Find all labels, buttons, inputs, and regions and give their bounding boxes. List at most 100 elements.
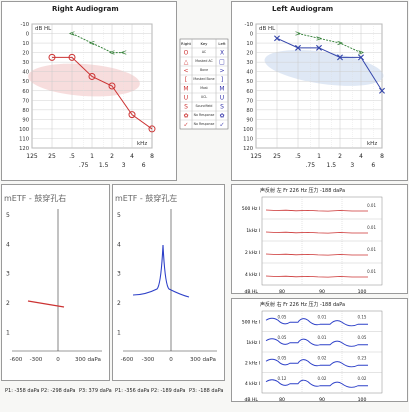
air-marker-x [358,54,364,61]
legend-key-label: UCL [201,95,208,99]
legend-right-symbol: [ [185,77,187,84]
air-marker-o [48,53,56,61]
reflex-value: 0.05 [358,335,367,340]
tympanometry-status-bar: P1: -358 daPa P2: -298 daPa P3: 379 daPa… [1,384,229,410]
reflex-x-axis-label: dB HL [244,397,258,401]
x-tick-label: -300 [30,357,43,363]
legend-left-symbol: M [219,86,224,93]
air-marker-o [148,125,156,133]
x-tick-label: 0 [169,357,173,363]
reflex-trace [265,338,368,347]
y-tick-label: 1 [117,329,121,336]
tympanogram-left-panel: mETF - 鼓穿孔左 5 4 3 2 1 -600 -300 0 300 daPa [112,184,225,381]
y-tick-label: 80 [22,108,29,114]
symbol-legend: Right Key Left O AC X △ Masked AC □ < Bone > [Masked… [179,38,229,130]
y-tick-label: 4 [6,241,10,248]
tympanogram-left-title: mETF - 鼓穿孔左 [115,194,178,203]
x-tick-label: 1 [317,153,321,160]
y-tick-label: 60 [22,89,29,95]
reflex-value: 0.05 [278,355,287,360]
bone-marker: > [337,39,344,48]
reflex-row-label: 500 Hz I [242,206,260,212]
y-tick-label: 3 [117,271,121,278]
reflex-trace [265,379,368,388]
legend-key-label: No Response [194,113,215,117]
reflex-value: 0.01 [367,225,376,230]
air-marker-o [108,82,116,90]
x-tick-label: 4 [130,153,134,160]
legend-key-label: Masked AC [195,59,213,63]
status-p2-right: P2: -298 daPa [41,388,76,394]
legend-header-left: Left [218,41,226,46]
legend-left-symbol: ✿ [219,113,224,120]
reflex-x-tick: 80 [279,289,285,293]
legend-left-symbol: U [220,95,224,102]
y-tick-label: -10 [21,22,29,28]
reflex-value: 0.15 [358,314,367,319]
y-tick-label: 10 [22,41,29,47]
reflex-value: 0.02 [318,355,327,360]
reflex-trace [265,358,368,368]
x-half-tick-label: .75 [306,162,316,169]
reflex-value: 0.02 [358,376,367,381]
symbol-legend-panel: Right Key Left O AC X △ Masked AC □ < Bone > [Masked… [178,1,230,181]
bone-conduction-line [71,33,124,54]
x-tick-label: 125 [26,153,38,160]
reflex-a-chart: 500 Hz I 0.01 1kHz I 0.01 2 kHz I 0.01 4 kHz I… [242,196,383,293]
db-hl-unit: dB HL [259,26,276,32]
reflex-x-axis-label: dB HL [244,289,258,293]
y-tick-label: 40 [22,70,29,76]
legend-right-symbol: △ [184,59,189,66]
y-tick-label: 90 [22,117,29,123]
legend-right-symbol: ✿ [183,113,188,120]
acoustic-reflex-panel-b: 声反射 右 Fr 226 Hz 压力 -188 daPa 500 Hz I 0.0… [231,298,408,402]
reflex-value: 0.05 [278,335,287,340]
left-audiogram-title: Left Audiogram [272,5,334,13]
db-hl-unit: dB HL [35,26,52,32]
bone-marker: > [295,29,302,38]
y-tick-label: 80 [246,108,253,114]
reflex-value: 0.05 [278,314,287,319]
tympanogram-left-chart: 5 4 3 2 1 -600 -300 0 300 daPa [117,209,217,363]
reflex-x-tick: 100 [358,397,367,401]
x-tick-label: 300 daPa [75,357,101,363]
air-marker-o [88,72,96,80]
y-tick-label: 60 [246,89,253,95]
y-tick-label: 10 [246,41,253,47]
y-tick-label: 5 [117,212,121,219]
y-tick-label: 100 [243,127,253,133]
acoustic-reflex-panel-a: 声反射 左 Fr 226 Hz 压力 -188 daPa 500 Hz I 0.0… [231,184,408,294]
reflex-trace [265,231,368,234]
y-tick-label: 110 [19,136,29,142]
bone-marker: < [69,29,76,38]
air-marker-o [68,53,76,61]
x-tick-label: 4 [359,153,363,160]
x-half-tick-label: .75 [79,162,89,169]
reflex-x-tick: 90 [319,397,325,401]
reflex-trace [265,253,368,256]
x-tick-label: 0 [56,357,60,363]
x-tick-label: -600 [121,357,134,363]
legend-header-right: Right [181,41,192,46]
x-tick-label: -600 [10,357,23,363]
legend-left-symbol: ✓ [219,122,224,129]
reflex-row-label: 4 kHz I [245,381,260,387]
y-tick-label: 4 [117,241,121,248]
y-tick-label: 120 [243,146,253,152]
y-tick-label: 90 [246,117,253,123]
reflex-value: 0.02 [318,376,327,381]
legend-right-symbol: O [184,50,189,57]
air-conduction-line [276,37,383,92]
y-tick-label: 2 [6,300,10,307]
air-marker-x [274,35,280,42]
x-tick-label: 25 [48,153,56,160]
x-half-tick-label: 1.5 [327,162,337,169]
x-tick-label: 300 daPa [190,357,216,363]
legend-right-symbol: U [184,95,188,102]
tympanogram-right-title: mETF - 鼓穿孔右 [4,194,67,203]
reflex-trace [265,275,368,278]
status-p1-left: P1: -356 daPa [115,388,150,394]
reflex-trace [265,317,368,327]
